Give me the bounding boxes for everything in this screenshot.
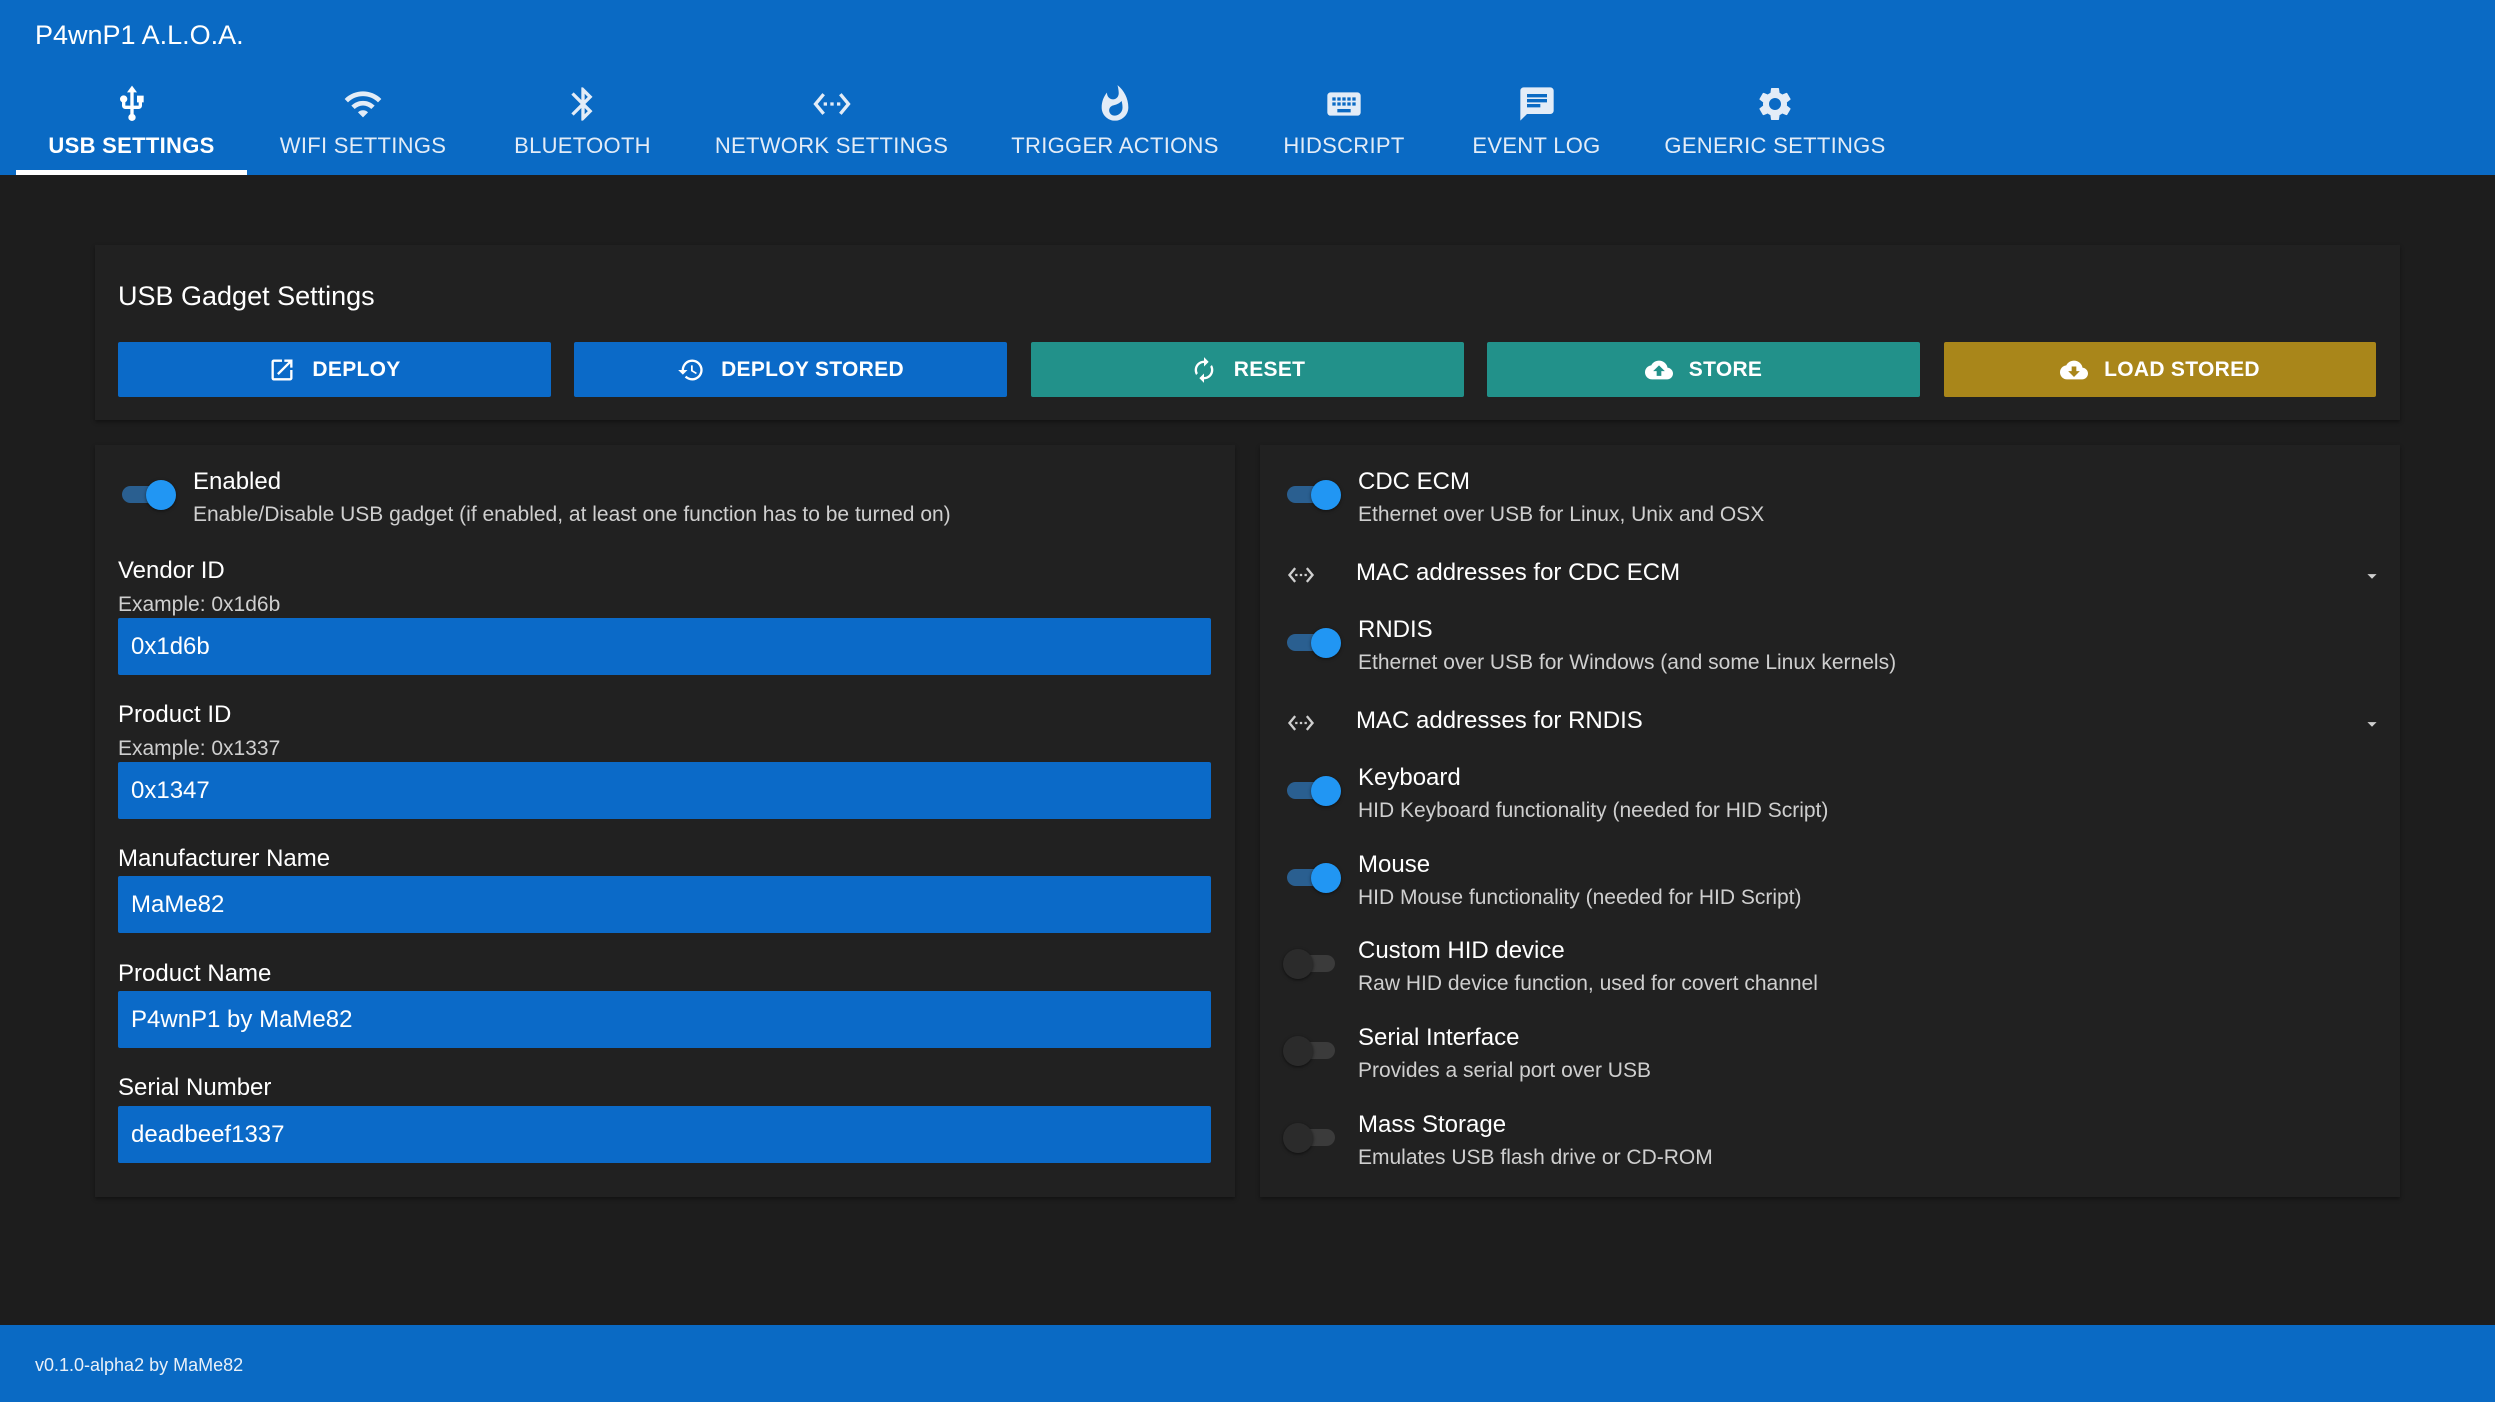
usb-gadget-settings-card: USB Gadget Settings DEPLOY DEPLOY STORED… bbox=[95, 245, 2400, 420]
open-in-new-icon bbox=[271, 359, 293, 380]
mac-rndis-expander[interactable]: MAC addresses for RNDIS bbox=[1283, 703, 2383, 743]
manufacturer-name-label: Manufacturer Name bbox=[118, 845, 331, 872]
serial-number-input[interactable] bbox=[118, 1106, 1211, 1163]
load-stored-label: LOAD STORED bbox=[2104, 357, 2260, 381]
toggle-title: RNDIS bbox=[1358, 616, 1433, 643]
app-header: P4wnP1 A.L.O.A. USB SETTINGS WIFI SETTIN… bbox=[0, 0, 2495, 175]
toggle-title: Mass Storage bbox=[1358, 1111, 1507, 1138]
app-title: P4wnP1 A.L.O.A. bbox=[35, 20, 244, 50]
usb-icon bbox=[119, 85, 144, 121]
tab-label: EVENT LOG bbox=[1472, 133, 1601, 158]
toggle-title: Enabled bbox=[193, 468, 282, 495]
toggle-description: Emulates USB flash drive or CD-ROM bbox=[1358, 1146, 1713, 1169]
code-arrows-icon bbox=[1287, 567, 1315, 583]
reset-label: RESET bbox=[1233, 357, 1306, 381]
toggle-description: Enable/Disable USB gadget (if enabled, a… bbox=[193, 503, 951, 526]
gear-icon bbox=[1759, 87, 1791, 120]
deploy-label: DEPLOY bbox=[312, 357, 401, 381]
toggle-title: Keyboard bbox=[1358, 764, 1461, 791]
tab-label: GENERIC SETTINGS bbox=[1664, 133, 1886, 158]
product-name-input[interactable] bbox=[118, 991, 1211, 1048]
card-title: USB Gadget Settings bbox=[118, 281, 375, 311]
tab-trigger-actions[interactable]: TRIGGER ACTIONS bbox=[1000, 70, 1230, 175]
manufacturer-name-input[interactable] bbox=[118, 876, 1211, 933]
vendor-id-input[interactable] bbox=[118, 618, 1211, 675]
toggle-description: Raw HID device function, used for covert… bbox=[1358, 972, 1818, 995]
tab-network-settings[interactable]: NETWORK SETTINGS bbox=[705, 70, 958, 175]
toggle-description: Ethernet over USB for Windows (and some … bbox=[1358, 651, 1897, 674]
chevron-down-icon bbox=[2367, 722, 2377, 727]
fire-icon bbox=[1101, 85, 1129, 121]
tab-label: TRIGGER ACTIONS bbox=[1011, 133, 1219, 158]
autorenew-icon bbox=[1194, 356, 1214, 383]
reset-button[interactable]: RESET bbox=[1031, 342, 1464, 397]
product-id-label: Product ID bbox=[118, 701, 232, 728]
tab-label: WIFI SETTINGS bbox=[279, 133, 447, 158]
serial-number-label: Serial Number bbox=[118, 1074, 272, 1101]
custom-hid-toggle[interactable] bbox=[1283, 946, 1343, 980]
toggle-title: Custom HID device bbox=[1358, 937, 1565, 964]
store-button[interactable]: STORE bbox=[1487, 342, 1920, 397]
chevron-down-icon bbox=[2367, 574, 2377, 579]
product-name-label: Product Name bbox=[118, 960, 272, 987]
tab-label: USB SETTINGS bbox=[48, 133, 215, 158]
history-icon bbox=[678, 359, 703, 380]
keyboard-icon bbox=[1327, 92, 1361, 116]
deploy-stored-button[interactable]: DEPLOY STORED bbox=[574, 342, 1007, 397]
bluetooth-icon bbox=[570, 87, 593, 121]
tab-bar: USB SETTINGS WIFI SETTINGS BLUETOOTH NET… bbox=[0, 70, 2495, 175]
enabled-toggle[interactable] bbox=[118, 477, 178, 511]
serial-interface-toggle[interactable] bbox=[1283, 1033, 1343, 1067]
wifi-icon bbox=[344, 91, 382, 118]
tab-bluetooth[interactable]: BLUETOOTH bbox=[500, 70, 665, 175]
toggle-title: Serial Interface bbox=[1358, 1024, 1520, 1051]
cloud-download-icon bbox=[2060, 360, 2089, 379]
mass-storage-toggle[interactable] bbox=[1283, 1120, 1343, 1154]
keyboard-toggle[interactable] bbox=[1283, 773, 1343, 807]
tab-wifi-settings[interactable]: WIFI SETTINGS bbox=[263, 70, 463, 175]
store-label: STORE bbox=[1688, 357, 1763, 381]
toggle-title: Mouse bbox=[1358, 851, 1431, 878]
product-id-hint: Example: 0x1337 bbox=[118, 737, 281, 760]
version-text: v0.1.0-alpha2 by MaMe82 bbox=[35, 1355, 244, 1375]
deploy-button[interactable]: DEPLOY bbox=[118, 342, 551, 397]
toggle-description: HID Mouse functionality (needed for HID … bbox=[1358, 886, 1802, 909]
cloud-upload-icon bbox=[1644, 360, 1673, 379]
tab-label: NETWORK SETTINGS bbox=[714, 133, 949, 158]
product-id-input[interactable] bbox=[118, 762, 1211, 819]
message-icon bbox=[1519, 87, 1554, 121]
code-arrows-icon bbox=[812, 93, 851, 115]
tab-label: BLUETOOTH bbox=[514, 133, 651, 158]
toggle-title: CDC ECM bbox=[1358, 468, 1470, 495]
expander-label: MAC addresses for CDC ECM bbox=[1356, 559, 1681, 586]
vendor-id-hint: Example: 0x1d6b bbox=[118, 593, 281, 616]
tab-label: HIDSCRIPT bbox=[1283, 133, 1405, 158]
deploy-stored-label: DEPLOY STORED bbox=[721, 357, 904, 381]
load-stored-button[interactable]: LOAD STORED bbox=[1944, 342, 2376, 397]
rndis-toggle[interactable] bbox=[1283, 625, 1343, 659]
tab-hidscript[interactable]: HIDSCRIPT bbox=[1270, 70, 1418, 175]
cdc-ecm-toggle[interactable] bbox=[1283, 477, 1343, 511]
app-footer: v0.1.0-alpha2 by MaMe82 bbox=[0, 1325, 2495, 1402]
mouse-toggle[interactable] bbox=[1283, 860, 1343, 894]
tab-event-log[interactable]: EVENT LOG bbox=[1460, 70, 1613, 175]
toggle-description: HID Keyboard functionality (needed for H… bbox=[1358, 799, 1829, 822]
toggle-description: Provides a serial port over USB bbox=[1358, 1059, 1651, 1082]
toggle-description: Ethernet over USB for Linux, Unix and OS… bbox=[1358, 503, 1765, 526]
vendor-id-label: Vendor ID bbox=[118, 557, 225, 584]
expander-label: MAC addresses for RNDIS bbox=[1356, 707, 1643, 734]
gadget-identity-card: Enabled Enable/Disable USB gadget (if en… bbox=[95, 445, 1235, 1197]
tab-generic-settings[interactable]: GENERIC SETTINGS bbox=[1655, 70, 1895, 175]
usb-functions-card: CDC ECM Ethernet over USB for Linux, Uni… bbox=[1260, 445, 2400, 1197]
code-arrows-icon bbox=[1287, 715, 1315, 731]
mac-cdc-ecm-expander[interactable]: MAC addresses for CDC ECM bbox=[1283, 555, 2383, 595]
tab-usb-settings[interactable]: USB SETTINGS bbox=[16, 70, 247, 175]
